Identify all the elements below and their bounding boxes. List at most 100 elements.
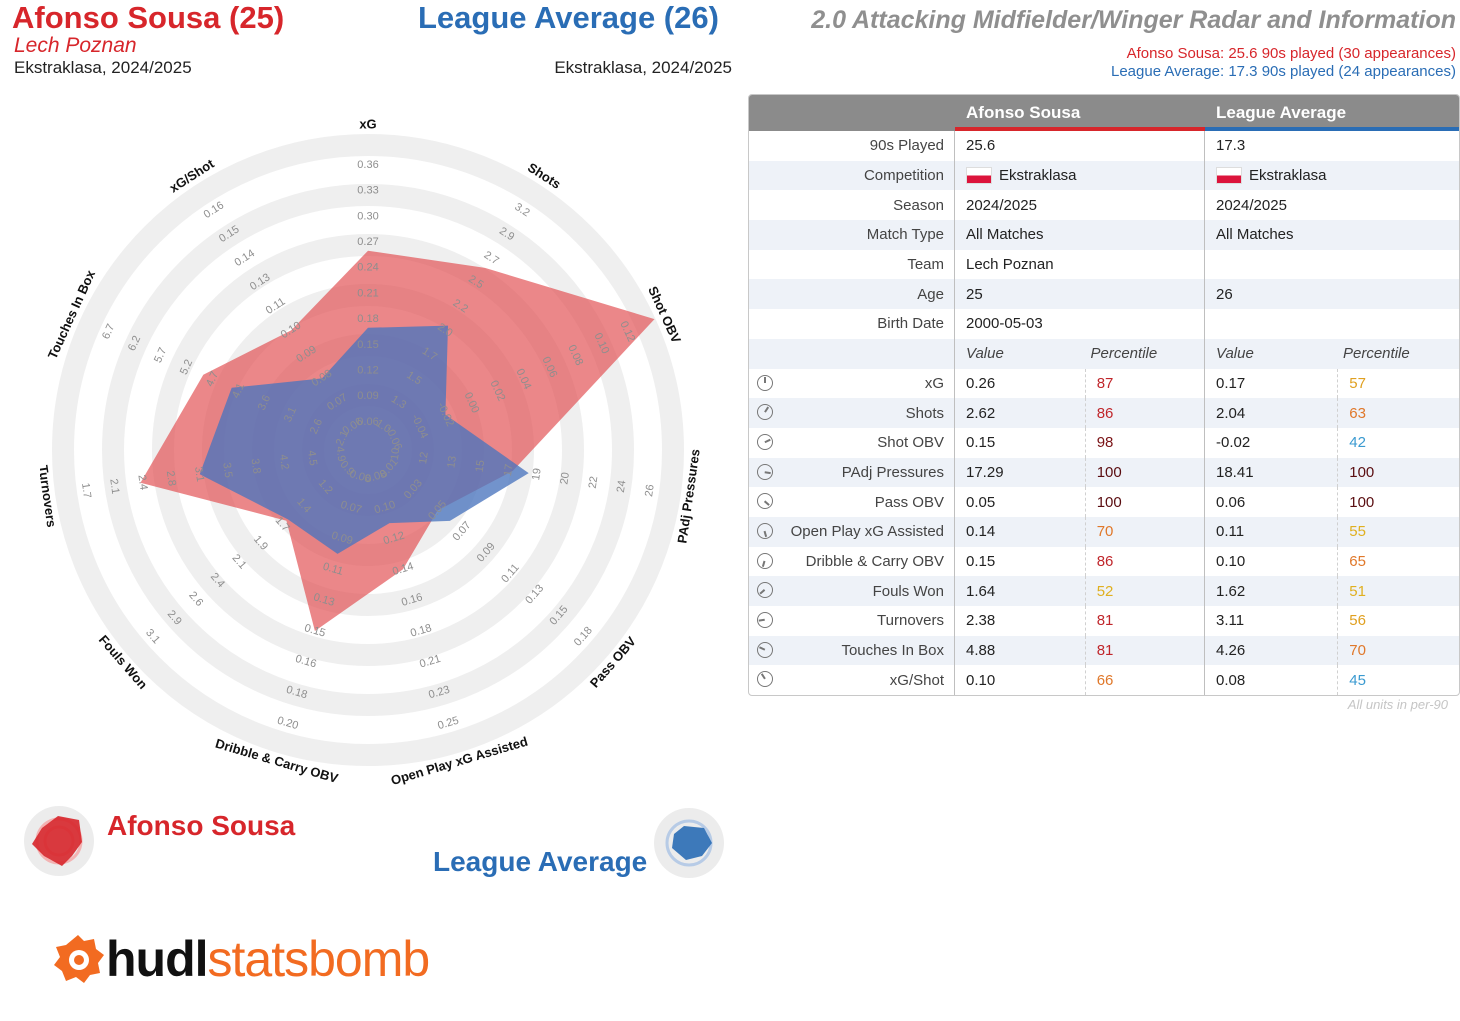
comparison-played-info: League Average: 17.3 90s played (24 appe… [1111,63,1456,80]
axis-tick-label: 0.21 [357,287,378,299]
player-metric-percentile: 100 [1084,457,1204,488]
axis-tick-label: 0.18 [357,313,378,325]
player-info-value: 25 [966,285,983,303]
comparison-info-value: 2024/2025 [1216,196,1287,214]
comparison-legend-icon [654,808,724,878]
axis-tick-label: 2.1 [334,429,351,448]
comparison-metric-value: 1.62 [1216,582,1246,600]
player-info-value: Lech Poznan [966,256,1054,274]
axis-tick-label: 4.2 [277,454,291,471]
player-metric-percentile: 87 [1084,368,1204,399]
row-label: Shot OBV [877,434,944,452]
table-row: Competition Ekstraklasa Ekstraklasa [749,160,1459,191]
axis-tick-label: 0.27 [357,236,378,248]
axis-tick-label: 24 [615,480,629,494]
metric-dial-icon [757,522,773,539]
poland-flag-icon [966,167,992,185]
axis-tick-label: 0.09 [330,530,354,548]
axis-tick-label: 0.14 [391,560,415,578]
table-header: Afonso Sousa League Average [749,95,1459,131]
axis-tick-label: 0.16 [294,653,318,671]
comparison-metric-percentile: 65 [1337,546,1459,577]
comparison-value-header: Value [1216,345,1254,363]
stats-table: Afonso Sousa League Average 90s Played 2… [748,94,1460,697]
comparison-info-value: 17.3 [1216,137,1246,155]
player-metric-percentile: 70 [1084,516,1204,547]
axis-tick-label: 6.7 [100,322,117,341]
table-row: 90s Played 25.6 17.3 [749,131,1459,161]
logo-text-light: statsbomb [207,931,431,987]
axis-tick-label: 0.20 [276,715,300,733]
table-row: Fouls Won 1.64 52 1.62 51 [749,576,1459,606]
player-metric-percentile: 86 [1084,546,1204,577]
axis-tick-label: 2.8 [164,470,178,487]
player-info-value: 2000-05-03 [966,315,1043,333]
comparison-metric-value: 0.08 [1216,671,1246,689]
player-metric-percentile: 81 [1084,606,1204,636]
axis-tick-label: 0.24 [357,262,378,274]
axis-tick-label: 2.4 [135,474,149,491]
player-percentile-header: Percentile [1090,345,1158,363]
axis-tick-label: 0.12 [357,365,378,377]
axis-tick-label: 2.7 [482,249,501,267]
player-metric-value: 0.14 [966,523,996,541]
axis-tick-label: 19 [530,467,544,481]
comparison-legend-label: League Average [433,846,648,877]
row-label: Competition [749,160,955,191]
row-label: Open Play xG Assisted [790,523,944,541]
row-label: Match Type [749,220,955,250]
row-label: Shots [905,404,944,422]
player-metric-percentile: 66 [1084,665,1204,696]
row-label: Birth Date [749,309,955,339]
comparison-metric-value: 0.11 [1216,523,1245,541]
radar-ring [52,134,684,766]
player-info-value: Ekstraklasa [999,167,1077,185]
metric-dial-icon [757,552,773,569]
table-row: Age 25 26 [749,279,1459,310]
axis-tick-label: 3.1 [282,405,299,424]
table-subheader: Value Percentile Value Percentile [749,338,1459,369]
axis-tick-label: 22 [587,476,601,490]
row-label: PAdj Pressures [841,463,944,481]
radar-chart: 0.06 0.09 0.12 0.15 0.18 0.21 0.24 0.27 0.30 0.33… [40,116,700,788]
radar-ring [102,184,634,716]
table-row: Turnovers 2.38 81 3.11 56 [749,606,1459,636]
comparison-metric-value: 2.04 [1216,404,1246,422]
comparison-metric-percentile: 63 [1337,398,1459,428]
comparison-metric-value: 0.17 [1216,374,1246,392]
axis-tick-label: 4.7 [204,370,221,389]
comparison-radar-polygon [199,325,529,554]
table-row: Pass OBV 0.05 100 0.06 100 [749,487,1459,517]
player-legend-icon [24,806,94,876]
player-metric-value: 4.88 [966,642,996,660]
comparison-metric-percentile: 51 [1337,576,1459,606]
axis-tick-label: 0.06 [357,416,378,428]
player-legend-label: Afonso Sousa [107,810,296,841]
axis-tick-label: 0.36 [357,159,378,171]
metric-dial-icon [757,641,773,658]
comparison-metric-value: 0.10 [1216,552,1246,570]
row-label: Fouls Won [872,582,944,600]
row-label: xG/Shot [889,671,944,689]
axis-tick-label: 0.08 [364,468,388,486]
metric-dial-icon [757,404,773,421]
table-row: Season 2024/2025 2024/2025 [749,190,1459,221]
player-team: Lech Poznan [14,34,137,57]
axis-tick-label: 0.18 [285,684,309,702]
player-metric-percentile: 86 [1084,398,1204,428]
metric-dial-icon [757,612,773,628]
player-metric-value: 17.29 [966,463,1004,481]
hudl-statsbomb-logo: hudlstatsbomb [50,930,431,988]
axis-tick-label: 0.18 [409,622,433,640]
axis-tick-label: 17 [502,463,516,477]
player-metric-value: 1.64 [966,582,996,600]
player-metric-percentile: 52 [1084,576,1204,606]
player-metric-value: 0.26 [966,374,996,392]
axis-tick-label: 1.7 [79,482,93,499]
axis-tick-label: 13 [445,455,459,469]
table-row: Birth Date 2000-05-03 [749,309,1459,339]
table-row: Match Type All Matches All Matches [749,220,1459,250]
table-row: Shots 2.62 86 2.04 63 [749,398,1459,428]
axis-tick-label: 26 [643,484,657,498]
player-metric-value: 0.15 [966,434,996,452]
